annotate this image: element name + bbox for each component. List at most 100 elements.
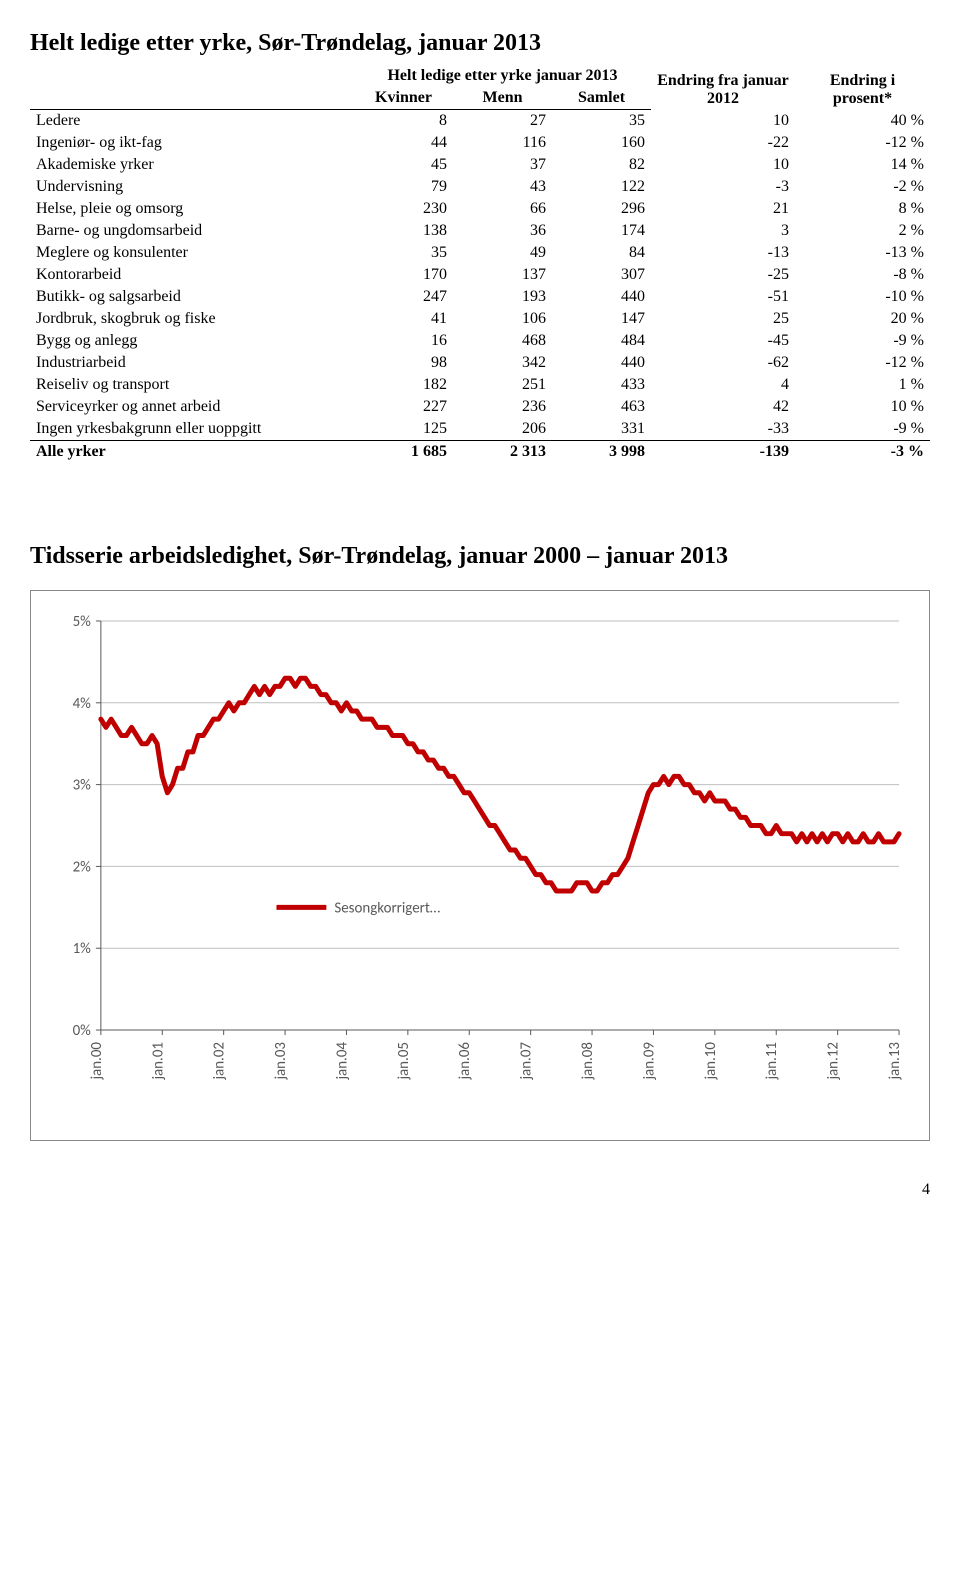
row-label: Helse, pleie og omsorg [30,198,354,220]
cell-delta: -13 [651,242,795,264]
col-menn: Menn [453,87,552,110]
cell-delta: -22 [651,132,795,154]
svg-text:2%: 2% [73,858,92,876]
svg-text:jan.09: jan.09 [640,1042,658,1081]
svg-text:jan.00: jan.00 [88,1042,106,1081]
cell-menn: 27 [453,110,552,133]
cell-samlet: 35 [552,110,651,133]
cell-pct: 2 % [795,220,930,242]
cell-samlet: 82 [552,154,651,176]
cell-kvinner: 35 [354,242,453,264]
data-table: Helt ledige etter yrke januar 2013 Endri… [30,65,930,463]
cell-menn: 66 [453,198,552,220]
cell-kvinner: 170 [354,264,453,286]
svg-text:jan.06: jan.06 [456,1042,474,1081]
table-row: Akademiske yrker4537821014 % [30,154,930,176]
page-number: 4 [30,1181,930,1199]
cell-kvinner: 125 [354,418,453,441]
row-label: Jordbruk, skogbruk og fiske [30,308,354,330]
svg-text:Sesongkorrigert…: Sesongkorrigert… [334,899,440,917]
cell-kvinner: 8 [354,110,453,133]
group-header: Helt ledige etter yrke januar 2013 [354,65,651,87]
cell-delta: -45 [651,330,795,352]
cell-delta: -51 [651,286,795,308]
cell-kvinner: 138 [354,220,453,242]
cell-samlet: 296 [552,198,651,220]
cell-menn: 137 [453,264,552,286]
table-row: Reiseliv og transport18225143341 % [30,374,930,396]
total-label: Alle yrker [30,441,354,464]
cell-pct: 10 % [795,396,930,418]
cell-samlet: 463 [552,396,651,418]
row-label: Butikk- og salgsarbeid [30,286,354,308]
table-row: Butikk- og salgsarbeid247193440-51-10 % [30,286,930,308]
cell-pct: -8 % [795,264,930,286]
cell-menn: 106 [453,308,552,330]
row-label: Undervisning [30,176,354,198]
cell-pct: 40 % [795,110,930,133]
svg-text:5%: 5% [73,613,92,631]
svg-text:jan.07: jan.07 [518,1042,536,1081]
cell-delta: -33 [651,418,795,441]
cell-pct: -12 % [795,352,930,374]
cell-delta: 21 [651,198,795,220]
cell-delta: 10 [651,154,795,176]
table-row: Helse, pleie og omsorg23066296218 % [30,198,930,220]
chart-container: 0%1%2%3%4%5%jan.00jan.01jan.02jan.03jan.… [30,590,930,1141]
row-label: Kontorarbeid [30,264,354,286]
svg-text:4%: 4% [73,695,92,713]
row-label: Ingen yrkesbakgrunn eller uoppgitt [30,418,354,441]
cell-menn: 36 [453,220,552,242]
cell-kvinner: 182 [354,374,453,396]
cell-samlet: 174 [552,220,651,242]
cell-kvinner: 230 [354,198,453,220]
table-row: Serviceyrker og annet arbeid227236463421… [30,396,930,418]
cell-pct: 8 % [795,198,930,220]
svg-text:jan.01: jan.01 [149,1042,167,1081]
table-row: Bygg og anlegg16468484-45-9 % [30,330,930,352]
cell-delta: 42 [651,396,795,418]
cell-pct: 1 % [795,374,930,396]
cell-delta: 10 [651,110,795,133]
row-label: Barne- og ungdomsarbeid [30,220,354,242]
svg-text:jan.04: jan.04 [333,1042,351,1081]
svg-text:jan.08: jan.08 [579,1042,597,1081]
svg-text:jan.12: jan.12 [825,1042,843,1081]
cell-delta: -25 [651,264,795,286]
table-row: Ledere827351040 % [30,110,930,133]
svg-text:jan.03: jan.03 [272,1042,290,1081]
cell-menn: 468 [453,330,552,352]
cell-pct: 20 % [795,308,930,330]
row-label: Akademiske yrker [30,154,354,176]
table-total-row: Alle yrker1 6852 3133 998-139-3 % [30,441,930,464]
row-label: Bygg og anlegg [30,330,354,352]
cell-samlet: 440 [552,286,651,308]
cell-menn: 37 [453,154,552,176]
svg-text:jan.10: jan.10 [702,1042,720,1081]
table-title: Helt ledige etter yrke, Sør-Trøndelag, j… [30,30,930,57]
svg-text:jan.05: jan.05 [395,1042,413,1081]
cell-menn: 342 [453,352,552,374]
total-pct: -3 % [795,441,930,464]
col-samlet: Samlet [552,87,651,110]
cell-samlet: 147 [552,308,651,330]
cell-samlet: 331 [552,418,651,441]
cell-kvinner: 41 [354,308,453,330]
table-row: Meglere og konsulenter354984-13-13 % [30,242,930,264]
cell-menn: 43 [453,176,552,198]
cell-kvinner: 16 [354,330,453,352]
cell-menn: 251 [453,374,552,396]
cell-samlet: 440 [552,352,651,374]
total-delta: -139 [651,441,795,464]
total-menn: 2 313 [453,441,552,464]
cell-pct: -9 % [795,418,930,441]
chart-title: Tidsserie arbeidsledighet, Sør-Trøndelag… [30,543,930,570]
cell-menn: 236 [453,396,552,418]
table-row: Ingeniør- og ikt-fag44116160-22-12 % [30,132,930,154]
cell-pct: -2 % [795,176,930,198]
cell-menn: 193 [453,286,552,308]
total-kvinner: 1 685 [354,441,453,464]
cell-samlet: 433 [552,374,651,396]
cell-samlet: 307 [552,264,651,286]
cell-delta: 25 [651,308,795,330]
